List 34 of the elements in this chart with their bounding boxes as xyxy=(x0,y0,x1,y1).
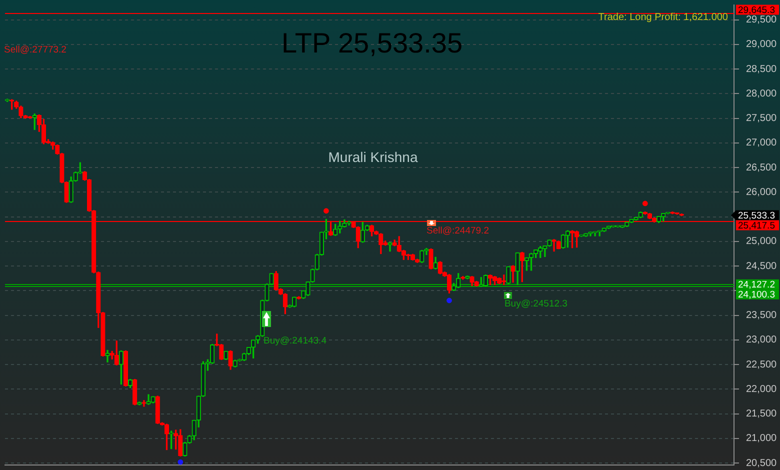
annotation: Murali Krishna xyxy=(328,148,418,165)
point xyxy=(324,208,329,214)
annotation: Sell@:27773.2 xyxy=(4,44,66,56)
ref-line-label: 29,645.3 xyxy=(738,4,775,16)
point xyxy=(446,298,452,304)
y-tick-label: 25,000 xyxy=(746,236,778,248)
y-tick-label: 21,000 xyxy=(746,433,778,444)
y-tick-label: 20,500 xyxy=(746,458,778,469)
point xyxy=(642,200,648,206)
point xyxy=(178,459,184,465)
annotation: Sell@:24479.2 xyxy=(426,226,489,237)
y-tick-label: 22,000 xyxy=(746,384,778,395)
y-tick-label: 28,500 xyxy=(746,64,778,75)
y-tick-label: 29,000 xyxy=(746,39,778,50)
annotation: Buy@:24512.3 xyxy=(504,298,568,310)
y-tick-label: 23,500 xyxy=(746,310,778,322)
y-tick-label: 21,500 xyxy=(746,408,778,420)
text: LTP 25,533.35 xyxy=(281,28,463,59)
ref-line-label: 24,127.2 xyxy=(738,280,775,291)
ref-line-label: 25,417.5 xyxy=(738,220,775,232)
y-tick-label: 22,500 xyxy=(746,359,778,370)
y-tick-label: 28,000 xyxy=(746,88,778,100)
y-tick-label: 27,000 xyxy=(746,138,778,149)
candlestick xyxy=(105,350,110,362)
text: 25,533.3 xyxy=(738,210,775,222)
y-tick-label: 23,000 xyxy=(746,334,778,346)
y-tick-label: 29,500 xyxy=(746,14,778,26)
y-tick-label: 26,000 xyxy=(746,186,778,198)
y-tick-label: 24,500 xyxy=(746,260,778,272)
y-tick-label: 27,500 xyxy=(746,113,778,124)
y-tick-label: 26,500 xyxy=(746,162,778,174)
annotation: Buy@:24143.4 xyxy=(263,336,326,347)
legend-label: 24,100.3 xyxy=(738,290,775,301)
annotation: Trade: Long Profit: 1,621.000 xyxy=(598,12,728,23)
